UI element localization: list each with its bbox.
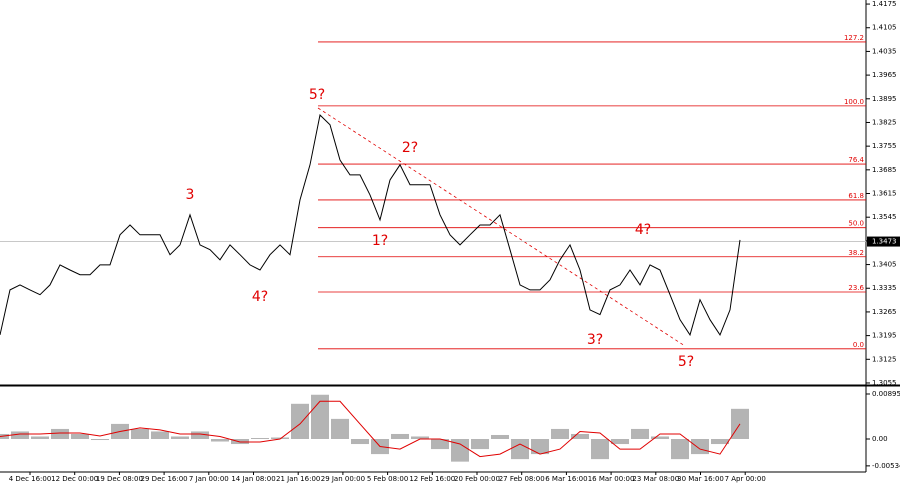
fib-label: 0.0 — [853, 341, 864, 349]
wave-label: 1? — [372, 233, 388, 249]
y-tick-label: 1.3615 — [872, 190, 897, 198]
histogram-bar — [251, 437, 269, 440]
y-tick-label: 1.3055 — [872, 379, 897, 387]
y-tick-label: 1.3265 — [872, 308, 897, 316]
fib-label: 50.0 — [848, 220, 864, 228]
y-tick-label: 1.4105 — [872, 24, 897, 32]
histogram-bar — [611, 439, 629, 445]
y-tick-label: 0.00 — [872, 435, 888, 443]
fib-label: 38.2 — [848, 249, 864, 257]
y-tick-label: 1.3825 — [872, 118, 897, 126]
fib-label: 23.6 — [848, 284, 864, 292]
wave-label: 3 — [186, 187, 195, 203]
histogram-bar — [511, 439, 529, 460]
histogram-bar — [471, 439, 489, 450]
x-tick-label: 19 Dec 08:00 — [96, 475, 143, 483]
histogram-bar — [131, 428, 149, 440]
x-tick-label: 14 Jan 08:00 — [231, 475, 275, 483]
y-tick-label: 1.3965 — [872, 71, 897, 79]
x-tick-label: 23 Mar 08:00 — [632, 475, 679, 483]
histogram-bar — [531, 439, 549, 455]
histogram-bar — [671, 439, 689, 460]
current-price-label: 1.3473 — [872, 238, 897, 246]
wave-label: 5? — [678, 354, 694, 370]
histogram-bar — [431, 439, 449, 450]
histogram-bar — [411, 436, 429, 440]
x-tick-label: 16 Mar 00:00 — [588, 475, 635, 483]
price-line — [0, 113, 741, 337]
y-tick-label: 0.00895 — [872, 390, 900, 398]
histogram-bar — [171, 436, 189, 440]
histogram-bar — [271, 437, 289, 440]
histogram-bar — [151, 431, 169, 440]
x-tick-label: 29 Dec 16:00 — [141, 475, 188, 483]
x-tick-label: 5 Feb 08:00 — [367, 475, 408, 483]
histogram-bar — [71, 433, 89, 440]
y-tick-label: 1.3335 — [872, 284, 897, 292]
y-tick-label: 1.3755 — [872, 142, 897, 150]
histogram-bar — [291, 403, 309, 440]
y-tick-label: 1.3195 — [872, 332, 897, 340]
histogram-bar — [571, 433, 589, 440]
histogram-bar — [691, 439, 709, 455]
wave-label: 2? — [402, 140, 418, 156]
y-tick-label: 1.4035 — [872, 47, 897, 55]
x-tick-label: 6 Mar 16:00 — [545, 475, 587, 483]
x-tick-label: 12 Feb 16:00 — [409, 475, 455, 483]
histogram-bar — [11, 431, 29, 440]
wave-label: 4? — [252, 289, 268, 305]
fib-label: 61.8 — [848, 192, 864, 200]
y-tick-label: -0.00534 — [872, 462, 900, 470]
x-tick-label: 27 Feb 08:00 — [499, 475, 545, 483]
current-price-box — [867, 236, 900, 247]
wave-label: 5? — [309, 87, 325, 103]
x-tick-label: 20 Feb 00:00 — [454, 475, 500, 483]
x-tick-label: 21 Jan 16:00 — [276, 475, 320, 483]
y-tick-label: 1.3895 — [872, 95, 897, 103]
wave-label: 3? — [587, 332, 603, 348]
histogram-bar — [191, 431, 209, 440]
histogram-bar — [351, 439, 369, 445]
histogram-bar — [711, 439, 729, 445]
histogram-bar — [451, 439, 469, 462]
histogram-bar — [591, 439, 609, 460]
y-tick-label: 1.3405 — [872, 261, 897, 269]
y-tick-label: 1.3685 — [872, 166, 897, 174]
y-tick-label: 1.3125 — [872, 355, 897, 363]
x-tick-label: 4 Dec 16:00 — [9, 475, 52, 483]
histogram-bar — [31, 436, 49, 440]
signal-line — [0, 400, 741, 458]
histogram-bar — [51, 428, 69, 440]
histogram-bar — [91, 439, 109, 441]
x-tick-label: 30 Mar 16:00 — [677, 475, 724, 483]
wave-label: 4? — [635, 222, 651, 238]
histogram-bar — [491, 434, 509, 440]
y-tick-label: 1.3545 — [872, 213, 897, 221]
histogram-bar — [391, 433, 409, 440]
y-tick-label: 1.4175 — [872, 0, 897, 8]
fib-label: 127.2 — [844, 34, 864, 42]
fib-label: 76.4 — [848, 156, 864, 164]
histogram-bar — [0, 433, 9, 440]
histogram-bar — [211, 439, 229, 442]
histogram-bar — [631, 428, 649, 440]
fib-label: 100.0 — [844, 98, 864, 106]
histogram-bar — [331, 418, 349, 440]
x-tick-label: 7 Jan 00:00 — [189, 475, 229, 483]
x-tick-label: 7 Apr 00:00 — [725, 475, 766, 483]
x-tick-label: 29 Jan 00:00 — [321, 475, 365, 483]
histogram-bar — [651, 436, 669, 440]
histogram-bar — [551, 428, 569, 440]
trend-line — [317, 107, 686, 347]
x-tick-label: 12 Dec 00:00 — [51, 475, 98, 483]
